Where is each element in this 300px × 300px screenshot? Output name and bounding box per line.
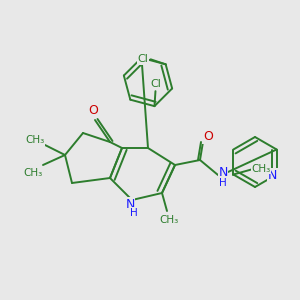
Text: CH₃: CH₃ xyxy=(159,215,178,225)
Text: N: N xyxy=(268,169,277,182)
Text: Cl: Cl xyxy=(150,79,161,89)
Text: H: H xyxy=(130,208,138,218)
Text: CH₃: CH₃ xyxy=(26,135,45,145)
Text: O: O xyxy=(203,130,213,143)
Text: N: N xyxy=(218,166,228,178)
Text: H: H xyxy=(219,178,227,188)
Text: N: N xyxy=(125,197,135,211)
Text: CH₃: CH₃ xyxy=(252,164,271,173)
Text: O: O xyxy=(88,103,98,116)
Text: CH₃: CH₃ xyxy=(23,168,43,178)
Text: Cl: Cl xyxy=(137,54,148,64)
